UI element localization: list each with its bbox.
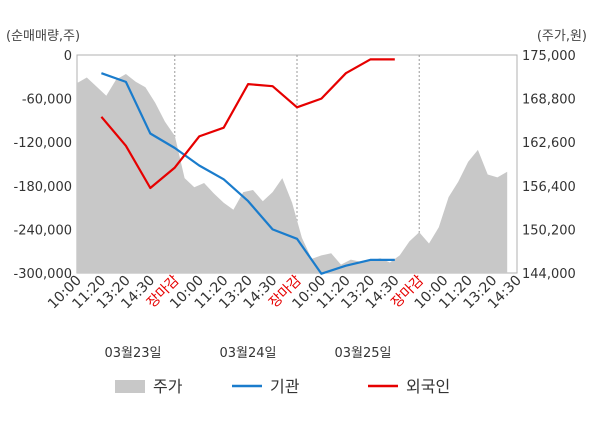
left-tick-label: -120,000 (14, 136, 72, 151)
date-label: 03월23일 (104, 346, 161, 361)
right-axis: 175,000 168,800 162,600 156,400 150,200 144,0… (522, 49, 576, 282)
left-tick-label: -240,000 (14, 223, 72, 238)
right-tick-label: 168,800 (522, 93, 576, 108)
date-label: 03월24일 (219, 346, 276, 361)
right-tick-label: 150,200 (522, 223, 576, 238)
left-tick-label: -60,000 (22, 93, 72, 108)
left-tick-label: 0 (64, 49, 72, 64)
left-axis-unit: (순매매량,주) (6, 29, 80, 44)
left-tick-label: -300,000 (14, 267, 72, 282)
legend-swatch-price (115, 380, 145, 393)
institution-line (101, 72, 395, 275)
right-axis-unit: (주가,원) (537, 29, 587, 44)
right-tick-label: 144,000 (522, 267, 576, 282)
flow-lines-layer (100, 58, 395, 275)
date-labels: 03월23일 03월24일 03월25일 (104, 346, 391, 361)
right-tick-label: 162,600 (522, 136, 576, 151)
price-area (77, 74, 508, 273)
legend-label: 외국인 (406, 377, 450, 396)
foreign-line (100, 58, 395, 190)
x-axis: 10:0011:2013:2014:30장마감10:0011:2013:2014… (45, 272, 525, 312)
right-tick-label: 175,000 (522, 49, 576, 64)
left-axis: 0 -60,000 -120,000 -180,000 -240,000 -300,000 (14, 49, 72, 282)
left-tick-label: -180,000 (14, 180, 72, 195)
legend-label: 기관 (270, 377, 300, 396)
date-label: 03월25일 (334, 346, 391, 361)
legend: 주가 기관 외국인 (115, 377, 450, 396)
right-tick-label: 156,400 (522, 180, 576, 195)
legend-label: 주가 (153, 377, 183, 396)
price-area-layer (77, 74, 508, 273)
